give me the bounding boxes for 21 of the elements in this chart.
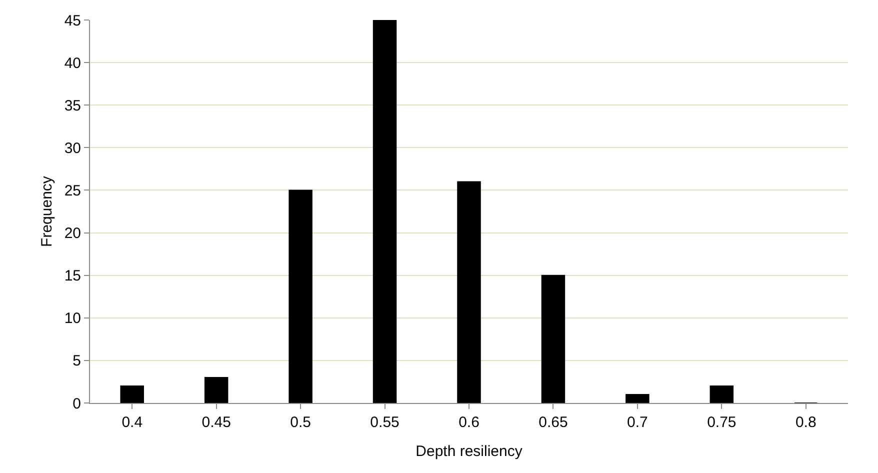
x-tick-label: 0.75 [707, 414, 736, 431]
x-tick-label: 0.4 [122, 414, 143, 431]
x-tick-label: 0.5 [290, 414, 311, 431]
y-tick-label: 30 [64, 140, 81, 157]
x-tick-label: 0.7 [627, 414, 648, 431]
x-axis-title: Depth resiliency [416, 443, 523, 460]
y-tick-label: 35 [64, 97, 81, 114]
x-tick-label: 0.55 [370, 414, 400, 431]
x-tick-label: 0.45 [202, 414, 231, 431]
y-tick-label: 25 [64, 182, 81, 200]
x-tick-label: 0.65 [538, 414, 568, 431]
y-tick-label: 0 [72, 395, 81, 412]
y-tick-label: 45 [64, 12, 81, 30]
y-tick-label: 10 [64, 310, 81, 328]
x-tick-label: 0.6 [458, 414, 480, 431]
y-tick-label: 5 [72, 352, 81, 370]
y-axis-title: Frequency [38, 176, 56, 247]
y-tick-label: 20 [64, 225, 81, 242]
y-tick-label: 40 [64, 54, 81, 72]
x-tick-label: 0.8 [795, 414, 816, 431]
y-tick-label: 15 [64, 268, 81, 285]
